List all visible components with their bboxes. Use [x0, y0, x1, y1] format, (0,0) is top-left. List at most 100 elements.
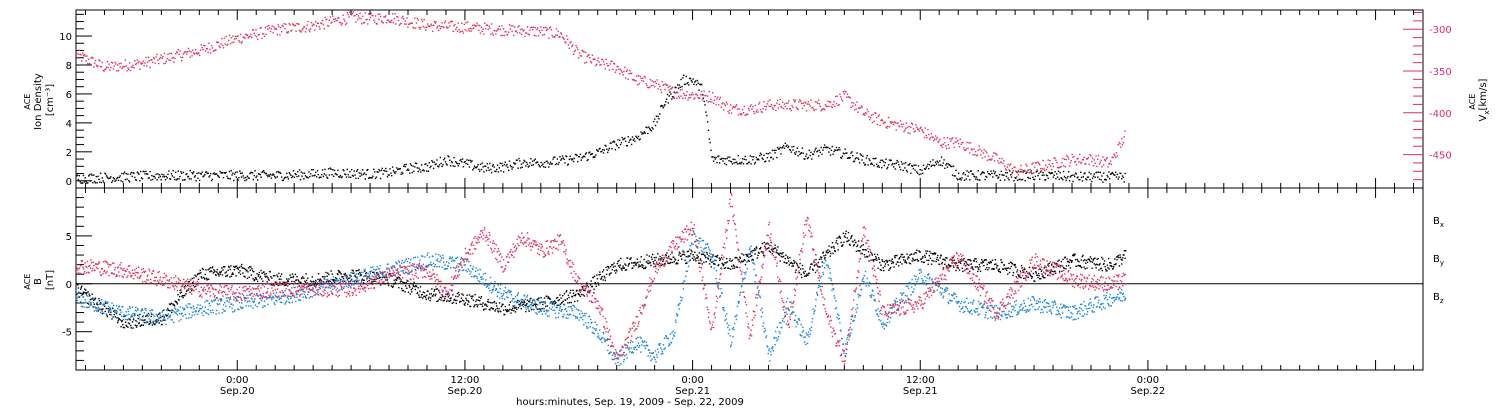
bx-point	[999, 270, 1001, 273]
velocity-point	[981, 157, 984, 159]
density-point	[136, 171, 138, 173]
bx-point	[382, 282, 385, 285]
bx-point	[777, 253, 780, 255]
density-point	[857, 157, 859, 159]
bx-point	[560, 297, 562, 299]
bx-point	[93, 303, 95, 305]
density-point	[1082, 176, 1084, 178]
density-point	[773, 149, 775, 152]
velocity-point	[730, 112, 733, 114]
density-point	[1115, 176, 1118, 178]
by-point	[92, 301, 94, 304]
bx-point	[511, 309, 513, 311]
bx-point	[475, 300, 477, 303]
velocity-point	[281, 24, 284, 27]
density-point	[338, 176, 340, 178]
bx-point	[302, 276, 304, 278]
density-point	[887, 166, 889, 169]
bx-point	[914, 252, 916, 254]
density-point	[765, 160, 767, 162]
velocity-point	[238, 40, 240, 42]
by-point	[223, 310, 225, 312]
velocity-point	[293, 24, 296, 27]
bx-point	[438, 298, 440, 300]
density-point	[708, 138, 710, 140]
velocity-point	[163, 52, 166, 55]
density-point	[451, 161, 453, 164]
velocity-point	[969, 142, 972, 144]
density-point	[90, 173, 92, 175]
bx-point	[763, 241, 765, 244]
density-point	[363, 172, 366, 174]
density-point	[372, 175, 374, 177]
density-point	[183, 179, 185, 181]
by-point	[183, 307, 185, 310]
velocity-point	[456, 30, 459, 32]
velocity-point	[274, 27, 277, 30]
density-point	[346, 168, 348, 171]
bx-point	[831, 246, 833, 248]
density-point	[1080, 176, 1083, 179]
by-point	[107, 301, 109, 303]
density-point	[85, 180, 87, 183]
bx-point	[970, 263, 973, 265]
density-point	[696, 79, 699, 82]
density-point	[279, 171, 281, 174]
density-point	[341, 176, 343, 178]
bx-point	[699, 262, 701, 264]
bx-point	[630, 257, 632, 259]
density-point	[184, 178, 186, 181]
density-point	[449, 165, 452, 167]
bx-point	[1086, 267, 1088, 269]
density-point	[951, 165, 953, 168]
velocity-point	[340, 24, 343, 26]
by-point	[143, 321, 145, 323]
density-point	[448, 156, 450, 158]
density-series	[76, 74, 1126, 184]
bx-point	[843, 235, 846, 237]
bx-point	[1058, 259, 1060, 261]
velocity-point	[324, 16, 326, 19]
bx-point	[790, 261, 793, 264]
density-point	[509, 164, 512, 167]
velocity-point	[695, 93, 698, 95]
velocity-point	[975, 154, 978, 157]
bx-point	[913, 259, 916, 262]
velocity-point	[697, 97, 699, 99]
bx-point	[628, 262, 630, 265]
velocity-point	[1077, 157, 1079, 159]
velocity-point	[319, 28, 321, 30]
bx-point	[807, 274, 809, 276]
density-point	[868, 158, 870, 160]
velocity-point	[367, 23, 369, 25]
velocity-point	[466, 30, 468, 32]
velocity-point	[220, 43, 222, 45]
bx-point	[435, 293, 437, 295]
bx-point	[422, 291, 424, 293]
velocity-point	[549, 26, 552, 28]
by-point	[113, 304, 115, 306]
bx-point	[934, 252, 937, 254]
bx-point	[817, 261, 819, 264]
bx-point	[208, 268, 210, 270]
bx-point	[428, 296, 430, 298]
velocity-point	[267, 28, 269, 30]
bx-point	[1117, 256, 1119, 258]
velocity-point	[578, 52, 581, 54]
density-point	[170, 173, 173, 175]
density-point	[639, 138, 641, 140]
velocity-point	[374, 15, 377, 17]
density-point	[462, 166, 465, 168]
bx-point	[580, 293, 583, 296]
bx-point	[1049, 271, 1052, 273]
bx-point	[91, 297, 94, 299]
density-point	[932, 159, 934, 161]
velocity-point	[951, 137, 954, 139]
bx-point	[255, 278, 258, 281]
density-point	[395, 171, 397, 173]
bx-point	[699, 258, 702, 260]
density-point	[918, 173, 920, 176]
by-point	[216, 309, 218, 312]
bx-point	[990, 261, 992, 264]
bx-point	[350, 275, 352, 277]
